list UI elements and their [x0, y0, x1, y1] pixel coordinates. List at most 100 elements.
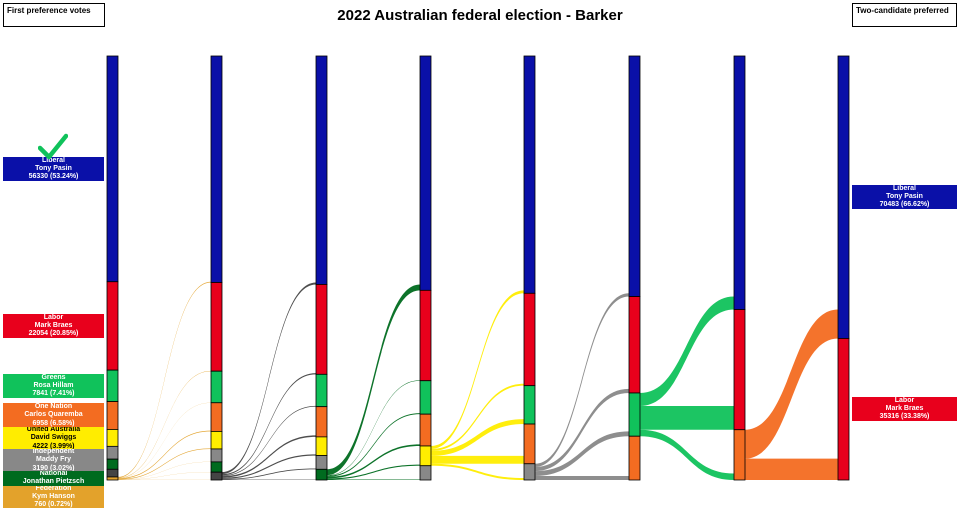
tcp-label-lib: Liberal Tony Pasin 70483 (66.62%): [852, 185, 957, 210]
bar-onp-count-6: [628, 435, 641, 481]
label-party: Independent: [32, 449, 75, 456]
flow-grn-to-lib-count-6: [640, 296, 734, 406]
label-party: Labor: [894, 397, 915, 404]
bar-grn-count-6: [628, 392, 641, 437]
flow-ind2-to-alp-count-2: [222, 373, 316, 476]
flow-ind2-to-grn-count-2: [222, 405, 316, 477]
flow-ind2-to-uap-count-2: [222, 454, 316, 479]
flow-ind2-to-ind1-count-2: [222, 468, 316, 480]
flow-uap-to-ind1-count-4: [431, 463, 524, 480]
label-party: Federation: [35, 486, 72, 492]
label-votes: 56330 (53.24%): [28, 172, 79, 180]
flow-nat-to-ind1-count-3: [327, 479, 420, 480]
bar-alp-count-6: [628, 296, 641, 394]
bar-onp-count-7: [733, 429, 746, 481]
label-party: Greens: [41, 373, 66, 381]
flow-nat-to-uap-count-3: [327, 464, 420, 480]
flow-fed-to-uap-count-1: [118, 448, 211, 480]
bar-alp-count-7: [733, 309, 746, 431]
bar-ind2-count-2: [210, 471, 223, 481]
label-votes: 35316 (33.38%): [879, 413, 930, 421]
first-pref-label-lib: Liberal Tony Pasin 56330 (53.24%): [3, 156, 104, 181]
flow-onp-to-alp-count-7: [745, 458, 838, 480]
flow-grn-to-onp-count-6: [640, 429, 734, 480]
first-pref-label-fed: Federation Kym Hanson 760 (0.72%): [3, 486, 104, 508]
flow-uap-to-alp-count-4: [431, 383, 524, 451]
flow-fed-to-ind1-count-1: [118, 461, 211, 480]
bar-fed-count-1: [106, 476, 119, 481]
bar-nat-count-1: [106, 458, 119, 470]
label-candidate: David Swiggs: [30, 434, 77, 442]
bar-alp-count-1: [106, 281, 119, 371]
bar-grn-count-4: [419, 380, 432, 415]
flow-fed-to-lib-count-1: [118, 281, 211, 478]
bar-lib-count-4: [419, 55, 432, 291]
first-preference-header: First preference votes: [3, 3, 105, 27]
bar-ind2-count-1: [106, 468, 119, 478]
label-candidate: Carlos Quaremba: [24, 411, 83, 419]
bar-onp-count-2: [210, 402, 223, 432]
two-candidate-preferred-header: Two-candidate preferred: [852, 3, 957, 27]
label-votes: 760 (0.72%): [34, 501, 73, 508]
label-party: Liberal: [42, 156, 65, 164]
first-pref-label-grn: Greens Rosa Hillam 7841 (7.41%): [3, 373, 104, 398]
bar-uap-count-1: [106, 429, 119, 447]
label-candidate: Kym Hanson: [32, 492, 75, 500]
bar-uap-count-2: [210, 431, 223, 450]
tcp-label-alp: Labor Mark Braes 35316 (33.38%): [852, 397, 957, 422]
label-party: Labor: [43, 313, 64, 321]
flow-uap-to-grn-count-4: [431, 419, 524, 456]
bar-alp-count-8: [837, 338, 850, 481]
bar-onp-count-1: [106, 401, 119, 430]
bar-ind1-count-3: [315, 455, 328, 470]
bar-nat-count-3: [315, 468, 328, 481]
bar-alp-count-4: [419, 289, 432, 382]
label-candidate: Mark Braes: [885, 405, 924, 413]
label-candidate: Rosa Hillam: [33, 381, 74, 389]
bar-ind1-count-2: [210, 448, 223, 463]
flow-ind1-to-lib-count-5: [535, 293, 629, 468]
bar-alp-count-5: [523, 292, 536, 387]
bar-lib-count-1: [106, 55, 119, 283]
label-party: United Australia: [26, 427, 81, 434]
flow-uap-to-onp-count-4: [431, 455, 524, 464]
flow-nat-to-grn-count-3: [327, 413, 420, 477]
bar-alp-count-3: [315, 284, 328, 375]
label-party: One Nation: [34, 403, 73, 411]
count-columns: [106, 55, 850, 481]
check-icon: [38, 133, 68, 160]
bar-uap-count-4: [419, 445, 432, 467]
flow-ind1-to-onp-count-5: [535, 475, 629, 480]
first-pref-label-alp: Labor Mark Braes 22054 (20.85%): [3, 313, 104, 338]
label-votes: 3190 (3.02%): [32, 464, 75, 472]
flow-fed-to-onp-count-1: [118, 430, 211, 479]
bar-lib-count-5: [523, 55, 536, 294]
bar-lib-count-7: [733, 55, 746, 310]
flow-nat-to-onp-count-3: [327, 444, 420, 479]
flow-ind2-to-lib-count-2: [222, 282, 316, 475]
bar-ind1-count-4: [419, 465, 432, 481]
label-votes: 70483 (66.62%): [879, 201, 930, 209]
flow-ind1-to-grn-count-5: [535, 431, 629, 476]
first-pref-label-uap: United Australia David Swiggs 4222 (3.99%): [3, 427, 104, 450]
flow-grn-to-alp-count-6: [640, 405, 734, 430]
bar-grn-count-3: [315, 373, 328, 408]
flow-ind1-to-alp-count-5: [535, 388, 629, 472]
bar-grn-count-5: [523, 385, 536, 425]
bar-onp-count-3: [315, 406, 328, 438]
first-pref-label-onp: One Nation Carlos Quaremba 6958 (6.58%): [3, 403, 104, 428]
bar-ind1-count-5: [523, 463, 536, 481]
flow-ind2-to-onp-count-2: [222, 435, 316, 478]
label-party: National: [39, 471, 68, 478]
flow-fed-to-grn-count-1: [118, 402, 211, 479]
flow-fed-to-alp-count-1: [118, 370, 211, 479]
flow-fed-to-nat-count-1: [118, 472, 211, 480]
label-candidate: Maddy Fry: [35, 456, 71, 464]
first-pref-label-ind1: Independent Maddy Fry 3190 (3.02%): [3, 449, 104, 472]
bar-lib-count-2: [210, 55, 223, 283]
flow-nat-to-lib-count-3: [327, 284, 420, 476]
flow-nat-to-alp-count-3: [327, 380, 420, 476]
label-votes: 22054 (20.85%): [28, 330, 79, 338]
flow-uap-to-lib-count-4: [431, 290, 524, 449]
